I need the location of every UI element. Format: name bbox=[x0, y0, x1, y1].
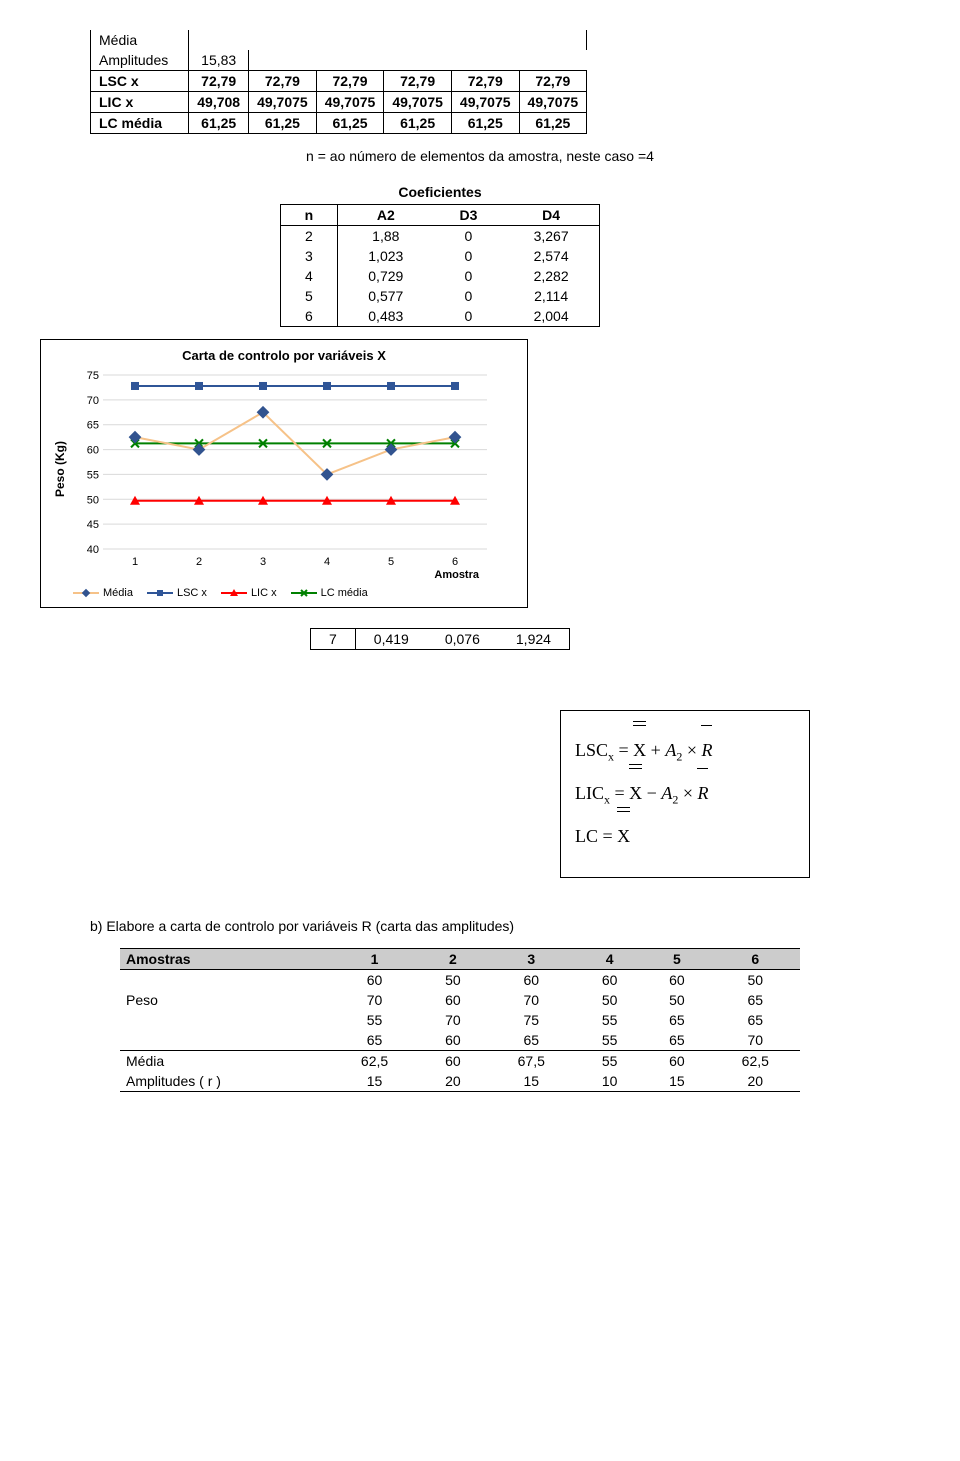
legend-item-lic: LIC x bbox=[221, 587, 277, 599]
coef-row-7: 7 0,419 0,076 1,924 bbox=[310, 628, 570, 650]
svg-text:70: 70 bbox=[87, 395, 99, 407]
control-chart: Carta de controlo por variáveis X Peso (… bbox=[40, 339, 528, 608]
svg-text:55: 55 bbox=[87, 469, 99, 481]
legend-item-media: Média bbox=[73, 587, 133, 599]
coef-title: Coeficientes bbox=[280, 184, 600, 200]
cell-lsc-label: LSC x bbox=[91, 71, 189, 92]
svg-text:5: 5 bbox=[388, 556, 394, 568]
cell-media-label: Média bbox=[91, 30, 189, 50]
svg-text:40: 40 bbox=[87, 544, 99, 556]
chart-plot: 4045505560657075123456 bbox=[67, 369, 497, 569]
chart-xlabel: Amostra bbox=[49, 569, 519, 581]
cell-lcm-label: LC média bbox=[91, 113, 189, 134]
svg-text:1: 1 bbox=[132, 556, 138, 568]
legend-item-lsc: LSC x bbox=[147, 587, 207, 599]
coef-table: n A2 D3 D4 21,8803,267 31,02302,574 40,7… bbox=[280, 204, 600, 327]
legend-item-lcm: LC média bbox=[291, 587, 368, 599]
amostras-table: Amostras 1 2 3 4 5 6 605060606050 Peso70… bbox=[120, 948, 800, 1092]
svg-text:3: 3 bbox=[260, 556, 266, 568]
svg-text:45: 45 bbox=[87, 519, 99, 531]
svg-text:60: 60 bbox=[87, 445, 99, 457]
chart-legend: Média LSC x LIC x LC média bbox=[73, 587, 519, 599]
svg-text:50: 50 bbox=[87, 494, 99, 506]
cell-amp-label: Amplitudes bbox=[91, 50, 189, 71]
formula-lsc: LSCx = X + A2 × R bbox=[575, 729, 795, 772]
svg-text:4: 4 bbox=[324, 556, 330, 568]
formula-lic: LICx = X − A2 × R bbox=[575, 772, 795, 815]
formula-lc: LC = X bbox=[575, 815, 795, 858]
cell-amp-val: 15,83 bbox=[189, 50, 249, 71]
question-b: b) Elabore a carta de controlo por variá… bbox=[90, 918, 900, 934]
cell-lic-label: LIC x bbox=[91, 92, 189, 113]
note-n-elements: n = ao número de elementos da amostra, n… bbox=[60, 148, 900, 164]
svg-text:75: 75 bbox=[87, 370, 99, 382]
chart-ylabel: Peso (Kg) bbox=[49, 441, 67, 497]
formula-box: LSCx = X + A2 × R LICx = X − A2 × R LC =… bbox=[560, 710, 810, 878]
svg-text:65: 65 bbox=[87, 420, 99, 432]
svg-text:2: 2 bbox=[196, 556, 202, 568]
top-summary-table: Média Amplitudes 15,83 LSC x 72,79 72,79… bbox=[90, 30, 587, 134]
svg-text:6: 6 bbox=[452, 556, 458, 568]
chart-title: Carta de controlo por variáveis X bbox=[49, 348, 519, 363]
